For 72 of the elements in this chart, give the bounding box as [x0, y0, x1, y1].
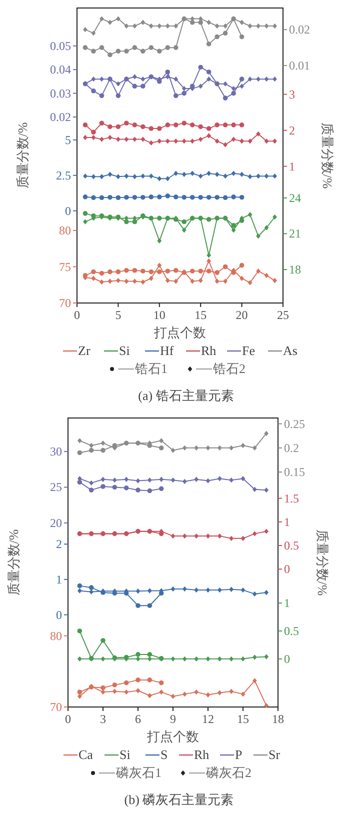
x-tick-label: 3 [100, 712, 106, 726]
x-tick-label: 25 [277, 308, 289, 322]
y2-tick-label: 1 [284, 596, 290, 610]
y-tick-label: 0 [65, 204, 71, 218]
legend-label: Hf [160, 343, 174, 358]
y2-tick-label: 0.15 [284, 465, 305, 480]
legend-label: Ca [78, 747, 94, 762]
legend-label: Zr [78, 343, 91, 358]
x-tick-label: 5 [115, 308, 122, 322]
y2-tick-label: 21 [289, 226, 301, 241]
y-tick-label: 30 [50, 444, 62, 459]
y-tick-label: 0.03 [50, 86, 71, 100]
text: (b) 磷灰石主量元素 [124, 792, 234, 807]
y-axis-title: 质量分数/% [6, 529, 21, 596]
y-tick-label: 0.05 [50, 38, 71, 53]
y2-tick-label: 18 [289, 262, 301, 277]
y-axis-title: 质量分数/% [15, 122, 30, 189]
x-tick-label: 15 [194, 308, 207, 322]
y2-tick-label: 0 [284, 652, 290, 666]
legend-label: Si [120, 747, 131, 762]
x-tick-label: 12 [202, 712, 214, 726]
y2-tick-label: 1.5 [284, 491, 299, 506]
legend-label: Sr [268, 747, 281, 762]
x-tick-label: 18 [272, 712, 284, 726]
y-tick-label: 2 [56, 537, 62, 552]
y-tick-label: 20 [50, 516, 62, 530]
y-tick-label: 0.02 [50, 110, 71, 124]
y2-tick-label: 0.2 [284, 440, 299, 455]
y2-tick-label: 0.25 [284, 416, 305, 431]
y2-tick-label: 0.5 [284, 538, 299, 552]
legend-label: Rh [201, 343, 217, 358]
y-tick-label: 75 [59, 260, 71, 274]
y-tick-label: 2.5 [56, 168, 71, 182]
legend-label: Fe [242, 343, 256, 358]
legend-label: P [235, 747, 242, 762]
legend-label: As [283, 343, 298, 358]
text: 磷灰石2 [205, 765, 252, 780]
x-tick-label: 0 [74, 308, 80, 322]
y2-axis-title: 质量分数/% [315, 529, 330, 596]
y-tick-label: 25 [50, 480, 62, 494]
y2-tick-label: 0 [284, 562, 290, 576]
y-tick-label: 0.04 [50, 62, 71, 77]
y2-tick-label: 3 [289, 87, 295, 102]
y2-tick-label: 1 [284, 514, 290, 529]
y-tick-label: 0 [56, 608, 62, 622]
x-axis-title: 打点个数 [153, 325, 206, 340]
text: 锆石1 [134, 361, 168, 376]
x-axis-title: 打点个数 [146, 729, 199, 744]
legend-label: S [160, 747, 168, 762]
x-tick-label: 10 [153, 308, 166, 322]
x-tick-label: 20 [236, 308, 248, 322]
y-tick-label: 80 [59, 224, 71, 238]
y2-tick-label: 2 [289, 123, 295, 138]
y-tick-label: 80 [50, 628, 62, 643]
y2-tick-label: 0.5 [284, 624, 299, 638]
text: (a) 锆石主量元素 [138, 388, 234, 403]
y2-axis-title: 质量分数/% [320, 122, 335, 189]
y2-tick-label: 1 [289, 159, 295, 174]
text: 锆石2 [212, 361, 246, 376]
y-tick-label: 70 [50, 700, 62, 714]
y2-tick-label: 0.02 [289, 22, 310, 37]
y-tick-label: 70 [59, 296, 71, 310]
x-tick-label: 6 [135, 712, 141, 726]
text: 磷灰石1 [115, 765, 162, 780]
y2-tick-label: 24 [289, 190, 301, 205]
x-tick-label: 9 [170, 712, 176, 726]
y2-tick-label: 0.01 [289, 58, 310, 73]
legend-label: Rh [194, 747, 210, 762]
x-tick-label: 15 [237, 712, 249, 726]
y-tick-label: 5 [65, 132, 71, 147]
y-tick-label: 1 [56, 572, 62, 586]
legend-label: Si [119, 343, 130, 358]
